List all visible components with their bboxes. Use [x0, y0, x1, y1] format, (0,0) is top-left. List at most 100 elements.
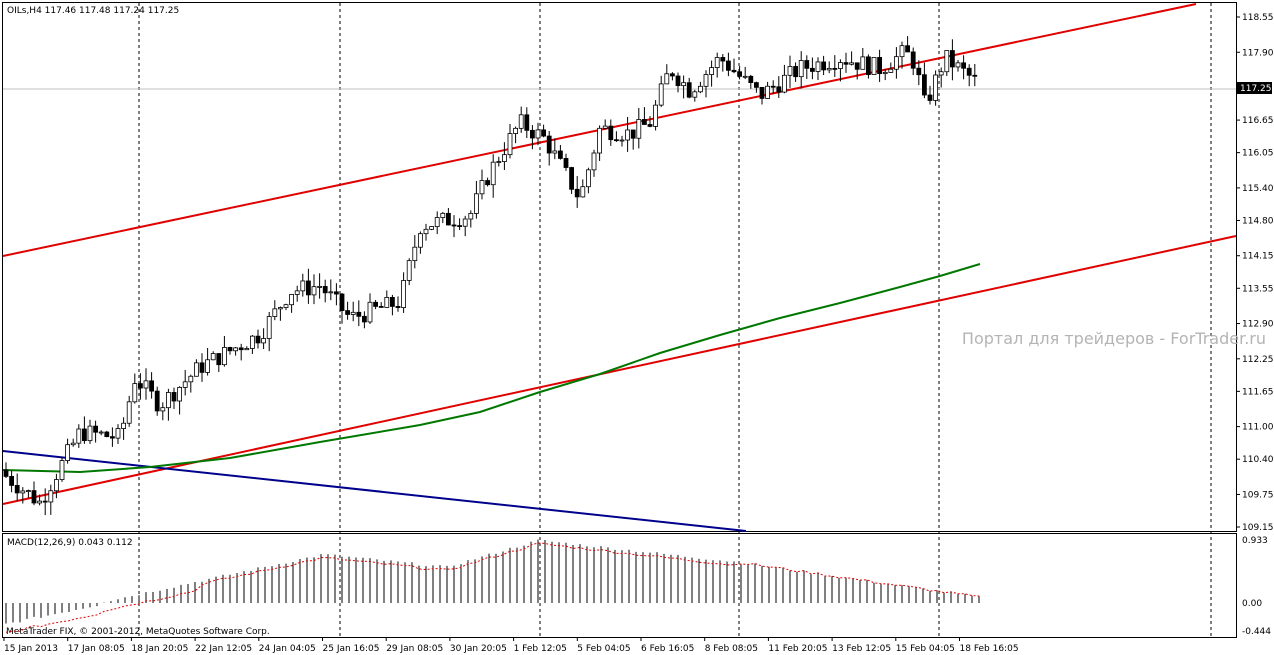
candle-bull	[311, 286, 317, 296]
candle-bear	[524, 114, 530, 131]
candle-bear	[614, 139, 619, 142]
candle-bull	[440, 212, 446, 218]
candle-bear	[810, 67, 815, 72]
time-tick-label: 29 Jan 08:05	[386, 644, 443, 654]
candle-bear	[647, 124, 653, 127]
macd-tick-label: 0.933	[1242, 536, 1268, 546]
candle-bull	[597, 127, 602, 154]
candle-bear	[726, 60, 731, 71]
price-tick-label: 117.90	[1242, 48, 1274, 58]
candle-bear	[558, 150, 563, 159]
candle-bear	[972, 74, 978, 77]
price-tick-label: 111.65	[1242, 387, 1274, 397]
candle-bear	[608, 125, 614, 141]
price-tick-label: 114.15	[1242, 252, 1274, 262]
time-tick-label: 15 Jan 2013	[4, 644, 58, 654]
candle-bull	[580, 186, 586, 198]
macd-histogram	[5, 539, 980, 624]
candle-bull	[681, 82, 686, 87]
candle-bull	[300, 280, 306, 292]
candle-bear	[333, 291, 339, 295]
candle-bear	[255, 335, 261, 344]
macd-axis: 0.933 0.00 -0.444	[1242, 536, 1271, 637]
candle-bear	[389, 297, 395, 307]
candle-bull	[496, 161, 502, 163]
candle-bull	[703, 74, 709, 87]
candle-bear	[854, 62, 860, 70]
candle-bear	[569, 167, 574, 190]
candle-bear	[927, 94, 933, 101]
candle-bull	[552, 150, 558, 154]
candle-bull	[826, 67, 832, 71]
copyright-text: MetaTrader FIX, © 2001-2012, MetaQuotes …	[6, 627, 270, 637]
candle-bull	[490, 161, 496, 186]
candle-bear	[154, 390, 160, 412]
candle-bull	[20, 490, 26, 494]
macd-panel[interactable]	[2, 533, 1237, 638]
candle-bull	[87, 425, 93, 442]
candle-bear	[776, 86, 782, 93]
candle-bull	[838, 62, 843, 69]
candle-bear	[14, 485, 20, 494]
candle-bear	[866, 56, 871, 75]
price-panel[interactable]	[2, 2, 1237, 532]
candle-bull	[849, 62, 854, 65]
candle-bear	[339, 293, 345, 311]
candle-bear	[922, 74, 927, 96]
candle-bull	[367, 301, 373, 323]
candle-bull	[473, 193, 479, 214]
candle-bear	[322, 286, 328, 294]
candle-bull	[143, 380, 149, 389]
candle-bear	[541, 129, 546, 137]
time-tick-label: 13 Feb 12:05	[832, 644, 891, 654]
candle-bear	[961, 62, 966, 69]
candle-bear	[686, 82, 692, 98]
candle-bear	[93, 425, 98, 433]
candle-bull	[177, 387, 183, 402]
current-price-tag	[1237, 82, 1272, 94]
candle-bull	[193, 362, 199, 377]
candle-bull	[882, 71, 888, 75]
candle-bull	[115, 428, 121, 439]
candle-bull	[289, 294, 295, 306]
time-tick-label: 17 Jan 08:05	[68, 644, 125, 654]
price-tick-label: 116.05	[1242, 149, 1274, 159]
candle-bear	[804, 60, 810, 69]
candle-bear	[737, 71, 742, 77]
candle-bear	[42, 500, 48, 503]
candle-bull	[406, 260, 412, 281]
time-tick-label: 25 Jan 16:05	[323, 644, 380, 654]
candle-bull	[888, 68, 894, 73]
candle-bull	[714, 57, 720, 68]
time-tick-label: 5 Feb 04:05	[577, 644, 630, 654]
time-tick-label: 6 Feb 16:05	[641, 644, 694, 654]
time-tick-label: 30 Jan 20:05	[450, 644, 507, 654]
candle-bear	[82, 428, 87, 442]
candle-bull	[182, 381, 188, 388]
candle-bear	[373, 301, 379, 307]
candle-bull	[619, 139, 625, 142]
candle-bull	[266, 316, 272, 339]
candle-bear	[485, 180, 491, 186]
time-axis: 15 Jan 2013 17 Jan 08:05 18 Jan 20:05 22 Ja…	[3, 637, 1019, 654]
candle-bull	[586, 169, 591, 188]
candle-bull	[692, 91, 698, 98]
candle-bull	[513, 127, 518, 134]
moving-average-line	[2, 263, 981, 474]
candle-bull	[121, 422, 126, 429]
current-price-label: 117.25	[1240, 84, 1272, 94]
candle-bull	[658, 83, 664, 106]
price-tick-label: 114.80	[1242, 216, 1274, 226]
candle-bear	[630, 129, 636, 139]
price-tick-label: 111.00	[1242, 423, 1274, 433]
candle-bull	[48, 490, 54, 503]
candle-bull	[933, 74, 938, 101]
candle-bull	[698, 85, 703, 93]
candle-bear	[748, 75, 754, 84]
time-tick-label: 11 Feb 20:05	[768, 644, 827, 654]
price-tick-label: 109.15	[1242, 523, 1274, 533]
candle-bear	[821, 61, 826, 71]
candle-bull	[165, 392, 171, 409]
candle-bear	[793, 66, 798, 78]
